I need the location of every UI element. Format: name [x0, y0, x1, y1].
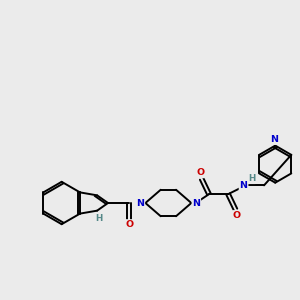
Text: N: N	[270, 135, 278, 144]
Text: O: O	[233, 211, 241, 220]
Text: N: N	[136, 199, 144, 208]
Text: H: H	[248, 174, 255, 183]
Text: O: O	[196, 169, 204, 178]
Text: O: O	[125, 220, 133, 229]
Text: N: N	[192, 199, 200, 208]
Text: H: H	[95, 214, 102, 224]
Text: N: N	[239, 181, 247, 190]
